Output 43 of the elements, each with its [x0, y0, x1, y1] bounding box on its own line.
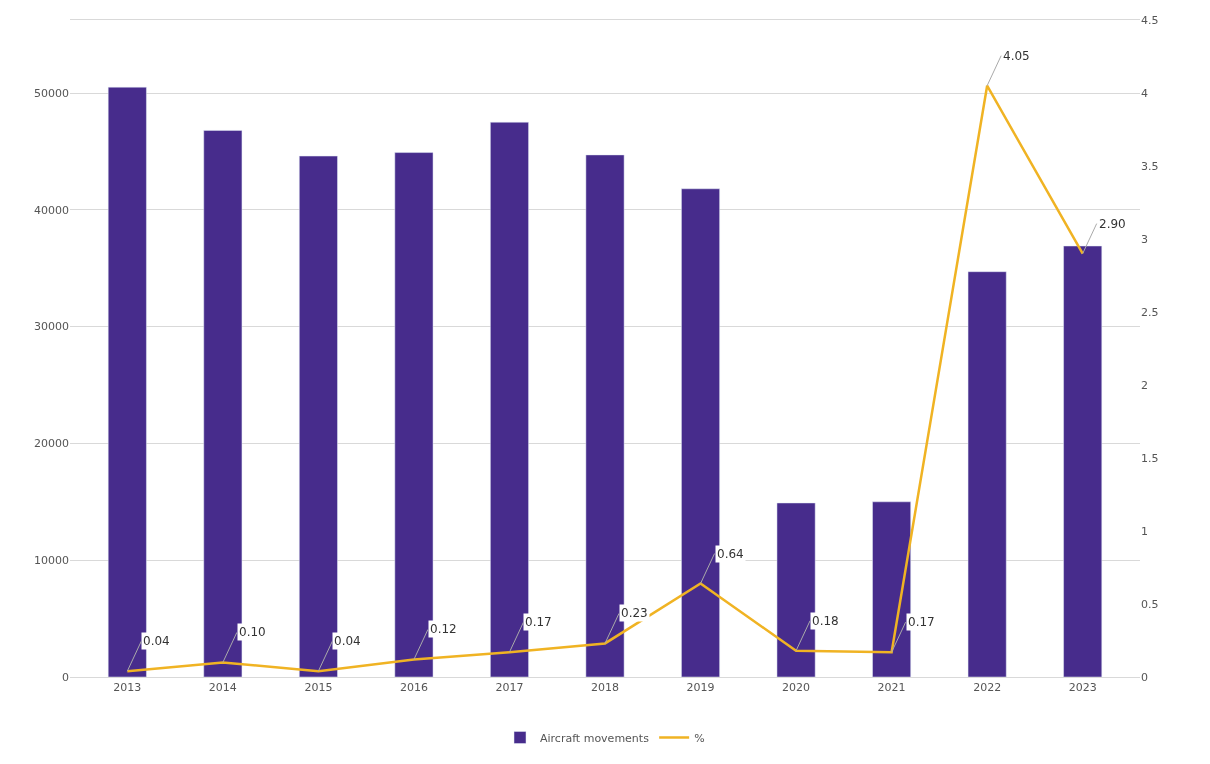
- x-tick-label: 2013: [113, 681, 142, 695]
- y2-tick-label: 4.5: [1141, 13, 1159, 27]
- x-tick-label: 2023: [1068, 681, 1097, 695]
- x-tick-label: 2022: [973, 681, 1002, 695]
- x-tick-label: 2021: [877, 681, 906, 695]
- x-tick-label: 2015: [304, 681, 333, 695]
- y2-tick-label: 2: [1141, 378, 1148, 392]
- x-tick-label: 2017: [495, 681, 524, 695]
- data-label: 0.17: [908, 615, 935, 629]
- y2-tick-label: 1: [1141, 524, 1148, 538]
- x-tick-label: 2014: [208, 681, 237, 695]
- y2-tick-label: 3: [1141, 232, 1148, 246]
- y-tick-label: 40000: [34, 203, 69, 217]
- data-label: 2.90: [1099, 217, 1126, 231]
- data-label: 0.64: [717, 547, 744, 561]
- y2-tick-label: 3.5: [1141, 159, 1159, 173]
- y-tick-label: 10000: [34, 554, 69, 568]
- x-tick-label: 2020: [782, 681, 811, 695]
- y2-tick-label: 0: [1141, 670, 1148, 684]
- legend-label: Aircraft movements: [540, 731, 650, 745]
- data-label: 0.17: [525, 615, 552, 629]
- data-label: 0.10: [239, 625, 266, 639]
- data-label: 0.04: [334, 634, 361, 648]
- y2-tick-label: 1.5: [1141, 451, 1159, 465]
- x-tick-label: 2018: [591, 681, 619, 695]
- data-label: 0.23: [621, 606, 648, 620]
- y-tick-label: 30000: [34, 320, 69, 334]
- data-label: 0.18: [812, 614, 839, 628]
- legend-label: %: [694, 731, 705, 745]
- y-tick-label: 20000: [34, 437, 69, 451]
- x-tick-label: 2016: [399, 681, 428, 695]
- data-label: 0.04: [143, 634, 170, 648]
- y-tick-label: 0: [62, 670, 69, 684]
- y2-tick-label: 0.5: [1141, 597, 1159, 611]
- y-tick-label: 50000: [34, 86, 69, 100]
- x-tick-label: 2019: [686, 681, 715, 695]
- line-series: [126, 84, 1084, 673]
- bar: [967, 271, 1007, 677]
- data-label: 0.12: [430, 622, 457, 636]
- data-label: 4.05: [1003, 49, 1030, 63]
- y2-tick-label: 4: [1141, 86, 1148, 100]
- y2-tick-label: 2.5: [1141, 305, 1159, 319]
- bar: [1063, 245, 1103, 677]
